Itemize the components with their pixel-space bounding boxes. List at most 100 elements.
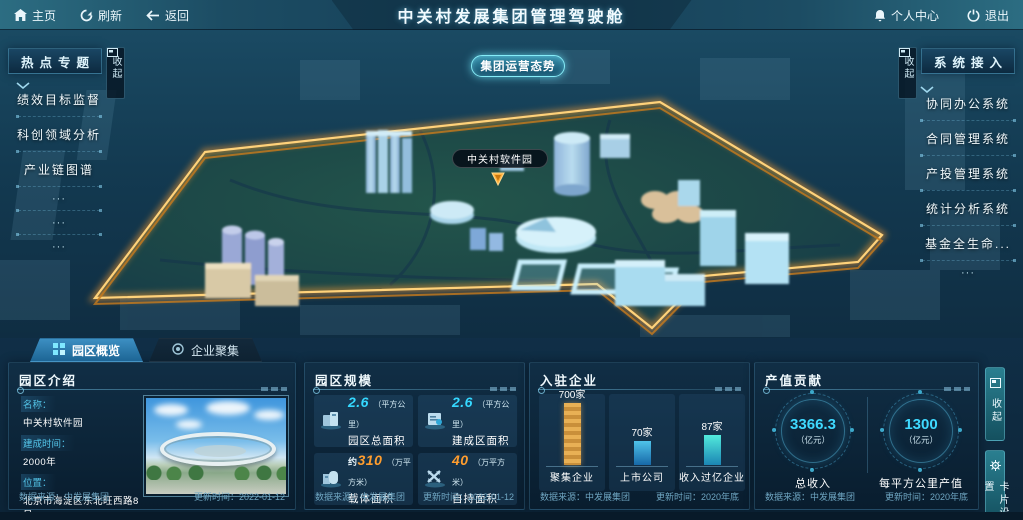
system-access-collapse-button[interactable]: 收起 xyxy=(898,47,917,99)
bar-card-revenue: 87家 收入过亿企业 xyxy=(679,394,745,491)
field-label: 位置： xyxy=(21,474,56,490)
panel-park-scale: 园区规模 2.6 （平方公里） 园区总面积 2.6 （平方公里） 建成区面积 xyxy=(304,362,525,510)
bar-category-label: 收入过亿企业 xyxy=(679,473,745,484)
stat-value: 310 xyxy=(357,452,383,469)
panel-header-line xyxy=(17,387,287,394)
update-time: 更新时间：2020年底 xyxy=(655,492,739,502)
gauge-label: 总收入 xyxy=(795,478,831,490)
hot-topics-collapse-button[interactable]: 收起 xyxy=(106,47,125,99)
gauge-total-revenue: 3366.3 （亿元） 总收入 xyxy=(763,390,863,491)
system-access-header: 系统接入 xyxy=(921,48,1015,74)
divider xyxy=(866,397,868,473)
factory-icon xyxy=(319,465,343,494)
top-nav-right: 个人中心 退出 xyxy=(874,0,1009,30)
system-item[interactable]: 产投管理系统 xyxy=(925,167,1010,181)
hot-topic-item[interactable]: 绩效目标监督 xyxy=(16,93,101,107)
bar-value-label: 87家 xyxy=(701,422,723,433)
stat-carrier-area: 约310 （万平方米） 载体面积 xyxy=(314,452,413,505)
tab-label: 企业聚集 xyxy=(191,343,240,358)
stat-self-owned-area: 40 （万平方米） 自持面积 xyxy=(418,452,517,506)
bar-category-label: 上市公司 xyxy=(620,473,664,484)
stat-label: 园区总面积 xyxy=(348,435,406,448)
update-time: 更新时间：2020年底 xyxy=(884,492,968,502)
user-center-button[interactable]: 个人中心 xyxy=(874,7,939,24)
hot-topic-item-placeholder[interactable]: ··· xyxy=(52,193,66,205)
divider xyxy=(16,115,102,118)
group-operation-button[interactable]: 集团运营态势 xyxy=(471,55,565,77)
system-item[interactable]: 协同办公系统 xyxy=(925,97,1010,111)
field-value: 2000年 xyxy=(23,457,57,468)
window-collapse-icon xyxy=(989,375,1001,393)
hot-topic-item-placeholder[interactable]: ··· xyxy=(52,241,66,253)
document-icon xyxy=(423,407,447,436)
panel-title: 入驻企业 xyxy=(540,374,599,388)
scale-stat-grid: 2.6 （平方公里） 园区总面积 2.6 （平方公里） 建成区面积 约310 （… xyxy=(314,394,517,506)
divider xyxy=(16,233,102,236)
bar-cluster-enterprises xyxy=(563,403,581,465)
panel-park-intro: 园区介绍 名称： 中关村软件园 建成时间： 2000年 位置： 北京市海淀区东北旺西路… xyxy=(8,362,296,520)
data-source: 数据来源：中发展集团 xyxy=(540,492,631,502)
power-icon xyxy=(967,9,980,22)
grid-icon xyxy=(53,343,65,358)
data-source: 数据来源：中发展集团 xyxy=(315,492,406,502)
system-item-placeholder[interactable]: ··· xyxy=(961,267,975,279)
divider xyxy=(16,209,102,212)
stat-unit: （万平方米） xyxy=(452,458,506,488)
gauge-label: 每平方公里产值 xyxy=(879,478,963,490)
system-access-list: 协同办公系统 合同管理系统 产投管理系统 统计分析系统 基金全生命... ··· xyxy=(920,86,1016,292)
bar-card-listed: 70家 上市公司 xyxy=(609,394,675,491)
bar-value-label: 700家 xyxy=(558,390,586,401)
refresh-icon xyxy=(80,9,93,22)
system-item[interactable]: 合同管理系统 xyxy=(925,132,1010,146)
stat-total-area: 2.6 （平方公里） 园区总面积 xyxy=(314,394,413,448)
refresh-button[interactable]: 刷新 xyxy=(80,7,122,24)
buildings-icon xyxy=(319,407,343,436)
system-access-scroll-down-button[interactable] xyxy=(920,86,1016,292)
tab-enterprise-cluster[interactable]: 企业聚集 xyxy=(149,338,262,362)
logout-label: 退出 xyxy=(984,8,1009,23)
stat-value: 2.6 xyxy=(348,394,369,411)
panel-header-line xyxy=(538,387,741,394)
divider xyxy=(16,185,102,188)
panel-title: 产值贡献 xyxy=(765,374,824,388)
map-stage[interactable]: 集团运营态势 中关村软件园 热点专题 收起 绩效目标监督 科创领域分析 产业链图… xyxy=(0,30,1023,338)
bar-revenue-over-100m xyxy=(703,435,721,465)
park-photo xyxy=(143,395,289,497)
bell-icon xyxy=(874,9,886,22)
stat-unit: （平方公里） xyxy=(348,400,406,430)
bar-value-label: 70家 xyxy=(631,428,653,439)
panel-enterprises: 入驻企业 700家 聚集企业 70家 上市公司 87家 xyxy=(529,362,750,510)
panel-output-value: 产值贡献 3366.3 （亿元） 总收入 1300 （亿元） xyxy=(754,362,979,510)
home-button[interactable]: 主页 xyxy=(14,7,56,24)
bar-category-label: 聚集企业 xyxy=(550,473,594,484)
logout-button[interactable]: 退出 xyxy=(967,7,1009,24)
data-source: 数据来源：中发展集团 xyxy=(19,492,110,502)
field-value: 中关村软件园 xyxy=(23,418,84,429)
hot-topic-item[interactable]: 产业链图谱 xyxy=(23,163,94,177)
hot-topic-item[interactable]: 科创领域分析 xyxy=(16,128,101,142)
hot-topic-item-placeholder[interactable]: ··· xyxy=(52,217,66,229)
refresh-label: 刷新 xyxy=(98,8,123,23)
field-label: 名称： xyxy=(21,396,56,412)
panel-collapse-button[interactable]: 收起 xyxy=(985,367,1005,441)
gauge-output-per-sqkm: 1300 （亿元） 每平方公里产值 xyxy=(871,390,971,491)
page-title: 中关村发展集团管理驾驶舱 xyxy=(397,9,626,26)
stat-unit: （平方公里） xyxy=(452,400,510,430)
bottom-tab-bar: 园区概览 企业聚集 xyxy=(30,338,262,362)
trees xyxy=(146,464,286,480)
hot-topics-scroll-down-button[interactable] xyxy=(16,82,102,266)
tab-park-overview[interactable]: 园区概览 xyxy=(30,338,143,362)
divider xyxy=(920,189,1016,192)
title-container: 中关村发展集团管理驾驶舱 xyxy=(332,0,692,30)
panel-row: 园区介绍 名称： 中关村软件园 建成时间： 2000年 位置： 北京市海淀区东北旺西路… xyxy=(0,362,1023,520)
park-map-label[interactable]: 中关村软件园 xyxy=(452,149,548,168)
ring-building xyxy=(160,432,276,466)
card-settings-button[interactable]: 卡片设置 xyxy=(982,450,1008,520)
stat-built-area: 2.6 （平方公里） 建成区面积 xyxy=(418,394,517,447)
stat-label: 自持面积 xyxy=(452,493,498,506)
back-button[interactable]: 返回 xyxy=(146,7,189,24)
system-item[interactable]: 统计分析系统 xyxy=(925,202,1010,216)
system-item[interactable]: 基金全生命... xyxy=(924,237,1011,251)
gauge-value: 3366.3 xyxy=(790,416,836,433)
